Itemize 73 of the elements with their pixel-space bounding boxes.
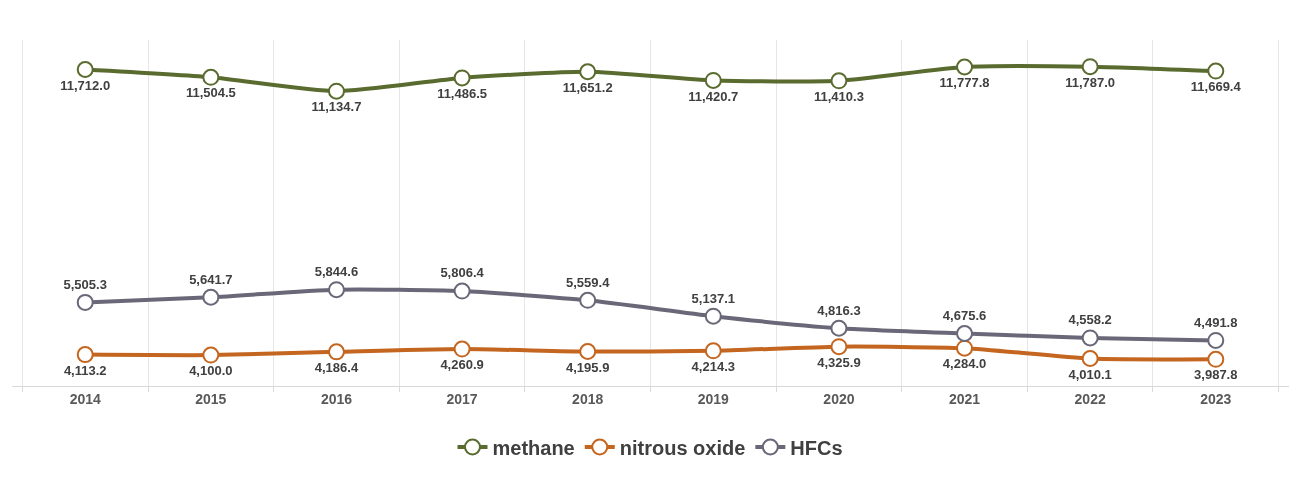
x-tick-label: 2020 [823, 390, 855, 407]
data-label: 11,420.7 [688, 88, 739, 104]
point [830, 338, 848, 356]
point [1081, 58, 1099, 76]
point [453, 282, 471, 300]
point [453, 340, 471, 358]
data-label: 4,284.0 [942, 356, 987, 372]
point [202, 68, 220, 86]
legend-label: nitrous oxide [619, 436, 746, 459]
point [1207, 350, 1225, 368]
data-label: 4,816.3 [817, 302, 861, 318]
data-label: 4,491.8 [1194, 314, 1238, 330]
data-label: 11,504.5 [185, 85, 236, 101]
x-tick-label: 2021 [948, 390, 981, 407]
point [704, 71, 722, 89]
point [327, 82, 345, 100]
x-tick-label: 2017 [446, 390, 478, 407]
point [956, 325, 974, 343]
data-label: 5,844.6 [314, 264, 359, 280]
point [956, 58, 974, 76]
data-label: 4,113.2 [63, 362, 107, 378]
point [327, 281, 345, 299]
data-label: 11,669.4 [1190, 79, 1242, 95]
point [202, 288, 220, 306]
data-label: 4,186.4 [314, 359, 359, 375]
data-label: 4,260.9 [440, 357, 484, 373]
data-label: 11,777.8 [939, 75, 990, 91]
data-label: 4,675.6 [942, 307, 987, 323]
data-label: 4,558.2 [1068, 312, 1112, 328]
point [704, 307, 722, 325]
x-tick-label: 2014 [69, 390, 101, 407]
data-label: 4,100.0 [189, 363, 233, 379]
point [327, 343, 345, 361]
legend-label: methane [492, 436, 575, 459]
data-label: 5,806.4 [440, 265, 485, 281]
point [1081, 349, 1099, 367]
point [579, 63, 597, 81]
data-label: 11,712.0 [60, 77, 111, 93]
point [956, 339, 974, 357]
x-tick-label: 2023 [1200, 390, 1232, 407]
point [579, 343, 597, 361]
point [202, 346, 220, 364]
x-tick-label: 2016 [320, 390, 353, 407]
data-label: 11,486.5 [437, 86, 488, 102]
point [76, 293, 94, 311]
point [830, 72, 848, 90]
point [579, 291, 597, 309]
legend-label: HFCs [790, 436, 843, 459]
data-label: 11,134.7 [311, 99, 362, 115]
data-label: 4,195.9 [566, 359, 610, 375]
point [76, 346, 94, 364]
data-label: 11,410.3 [813, 88, 864, 104]
data-label: 11,651.2 [562, 79, 613, 95]
x-tick-label: 2019 [697, 390, 730, 407]
data-label: 11,787.0 [1065, 74, 1116, 90]
data-label: 4,010.1 [1068, 366, 1112, 382]
x-tick-label: 2022 [1074, 390, 1106, 407]
data-label: 5,137.1 [691, 290, 735, 306]
data-label: 5,505.3 [63, 276, 107, 292]
data-label: 4,325.9 [817, 354, 861, 370]
point [1081, 329, 1099, 347]
point [1207, 331, 1225, 349]
point [830, 319, 848, 337]
data-label: 5,641.7 [189, 271, 233, 287]
data-label: 5,559.4 [566, 274, 611, 290]
point [1207, 62, 1225, 80]
data-label: 3,987.8 [1194, 367, 1238, 383]
point [453, 69, 471, 87]
point [704, 342, 722, 360]
data-label: 4,214.3 [691, 358, 735, 374]
point [76, 60, 94, 78]
x-tick-label: 2015 [195, 390, 227, 407]
x-tick-label: 2018 [572, 390, 604, 407]
